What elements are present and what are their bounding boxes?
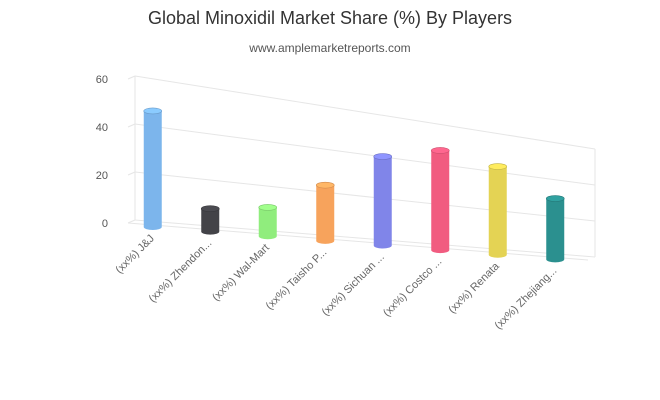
x-tick-label: (xx%) Zhejiang... [493, 265, 560, 332]
bar-body [143, 110, 162, 230]
gridline-depth [127, 171, 136, 176]
x-tick-label: (xx%) Sichuan ... [320, 251, 387, 318]
gridline [134, 75, 596, 150]
bar-top [373, 153, 393, 160]
bar [143, 107, 163, 230]
y-tick-label: 0 [102, 218, 108, 230]
x-tick-label: (xx%) Wal-Mart [210, 242, 272, 304]
bar-body [373, 156, 392, 249]
gridline [134, 171, 596, 222]
bar-top [545, 195, 565, 202]
bar-top [258, 204, 278, 211]
bar-top [315, 181, 335, 189]
bar-body [488, 166, 507, 258]
bar [200, 205, 220, 235]
bar [545, 195, 565, 263]
y-tick-label: 60 [96, 74, 108, 86]
y-tick-label: 40 [96, 122, 108, 134]
gridline-depth [127, 123, 136, 128]
bar [430, 147, 450, 254]
gridline [134, 123, 596, 186]
x-tick-label: (xx%) Taisho P... [264, 247, 330, 313]
bar-body [316, 185, 335, 244]
bar-body [546, 198, 565, 263]
bar [315, 181, 335, 244]
x-tick-label: (xx%) Renata [446, 260, 502, 316]
x-tick-label: (xx%) Zhendon... [147, 237, 215, 305]
bar-top [488, 163, 508, 170]
bar-body [258, 207, 277, 240]
bar-top [200, 205, 220, 212]
y-tick-label: 20 [96, 170, 108, 182]
bar [488, 163, 508, 258]
bar-top [143, 107, 163, 115]
x-tick-label: (xx%) Costco ... [381, 256, 444, 319]
gridline-depth [127, 219, 136, 224]
x-tick-label: (xx%) J&J [113, 233, 156, 276]
bar [373, 153, 393, 249]
chart-title: Global Minoxidil Market Share (%) By Pla… [147, 8, 513, 28]
bar-body [431, 150, 450, 254]
bar-top [430, 147, 450, 154]
chart-subtitle: www.amplemarketreports.com [249, 41, 411, 55]
bar [258, 204, 278, 240]
gridline-depth [127, 75, 136, 80]
bar-body [201, 208, 220, 235]
